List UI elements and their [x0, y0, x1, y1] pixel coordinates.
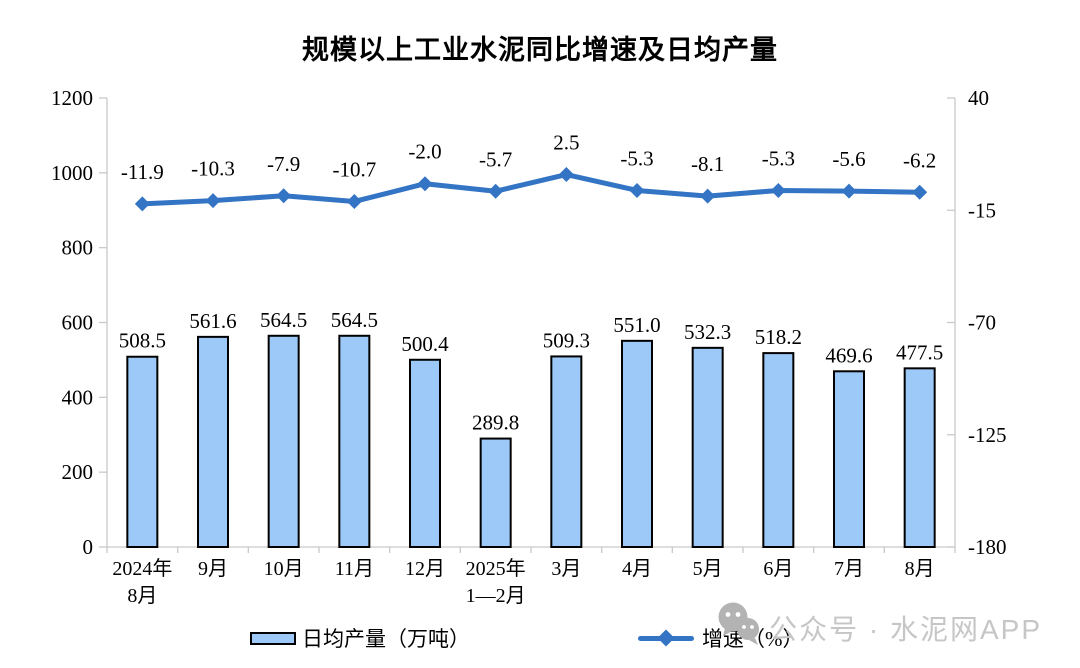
legend-item-daily-output: 日均产量（万吨） [250, 622, 470, 654]
watermark: 公众号 · 水泥网APP [713, 598, 1042, 657]
x-axis-category-label: 2024年 [112, 557, 172, 580]
right-axis-tick-label: -70 [968, 311, 996, 335]
line-value-label: -5.3 [762, 146, 795, 170]
left-axis-tick-label: 800 [62, 236, 94, 260]
line-value-label: -10.7 [332, 157, 376, 181]
left-axis-tick-label: 1200 [51, 86, 93, 110]
x-axis-category-label: 10月 [264, 558, 304, 580]
right-axis-tick-label: -125 [968, 423, 1007, 447]
bar-daily-output [550, 355, 583, 548]
right-axis-tick-label: -180 [968, 535, 1007, 559]
line-value-label: -8.1 [691, 152, 724, 176]
bar-daily-output [621, 339, 653, 548]
line-point-marker [276, 188, 292, 204]
x-axis-category-label: 12月 [405, 558, 445, 580]
watermark-text: 公众号 · 水泥网APP [769, 613, 1042, 645]
bar-daily-output [762, 352, 795, 549]
x-axis-category-label: 5月 [693, 558, 723, 580]
right-axis-tick-label: 40 [968, 86, 989, 110]
x-axis-category-label: 2025年 [466, 557, 526, 580]
line-value-label: 2.5 [553, 131, 579, 155]
page-title: 规模以上工业水泥同比增速及日均产量 [302, 35, 778, 65]
line-value-label: -11.9 [121, 160, 164, 184]
left-axis-tick-label: 0 [83, 535, 94, 559]
line-value-label: -7.9 [267, 152, 300, 176]
line-point-marker [205, 193, 221, 209]
bar-daily-output [833, 370, 865, 548]
line-point-marker [488, 183, 504, 199]
bar-daily-output [338, 334, 371, 549]
x-axis-category-label: 1—2月 [466, 585, 526, 607]
bar-value-label: 477.5 [896, 340, 943, 364]
line-value-label: -6.2 [903, 148, 936, 172]
bar-daily-output [903, 367, 936, 548]
right-axis-tick-label: -15 [968, 198, 996, 222]
line-point-marker [134, 196, 150, 212]
bar-value-label: 500.4 [401, 332, 449, 356]
line-value-label: -5.6 [832, 147, 865, 171]
x-axis-category-label: 6月 [763, 558, 793, 580]
line-point-marker [346, 193, 362, 209]
bar-value-label: 564.5 [331, 308, 378, 332]
left-axis-tick-label: 600 [62, 311, 94, 335]
bar-daily-output [267, 334, 300, 549]
line-point-marker [841, 183, 857, 199]
bar-value-label: 532.3 [684, 320, 731, 344]
line-value-label: -5.7 [479, 147, 512, 171]
bar-value-label: 551.0 [613, 313, 660, 337]
bar-value-label: 469.6 [825, 343, 872, 367]
bar-daily-output [409, 358, 441, 548]
bar-series-swatch-icon [250, 631, 296, 645]
x-axis-category-label: 3月 [551, 558, 581, 580]
left-axis-tick-label: 400 [62, 385, 94, 409]
line-point-marker [558, 167, 574, 183]
growth-rate-line [142, 172, 920, 207]
bar-value-label: 561.6 [189, 309, 236, 333]
line-value-label: -2.0 [408, 140, 441, 164]
bar-value-label: 509.3 [543, 328, 590, 352]
bar-value-label: 289.8 [472, 411, 519, 435]
line-point-marker [417, 176, 433, 192]
left-axis-tick-label: 1000 [51, 161, 93, 185]
x-axis-category-label: 8月 [127, 585, 157, 607]
line-point-marker [912, 184, 928, 200]
bar-daily-output [197, 335, 229, 549]
x-axis-category-label: 7月 [834, 558, 864, 580]
x-axis-category-label: 4月 [622, 558, 652, 580]
bar-daily-output [479, 437, 512, 548]
line-point-marker [700, 188, 716, 204]
x-axis-category-label: 9月 [198, 558, 228, 580]
line-point-marker [629, 182, 645, 198]
x-axis-category-label: 8月 [905, 558, 935, 580]
bar-value-label: 564.5 [260, 308, 307, 332]
legend-label-daily-output: 日均产量（万吨） [302, 627, 470, 651]
line-point-marker [770, 182, 786, 198]
line-series-swatch-icon [638, 629, 694, 647]
bar-daily-output [126, 355, 159, 548]
bar-value-label: 518.2 [755, 325, 802, 349]
bar-value-label: 508.5 [119, 329, 166, 353]
line-value-label: -5.3 [620, 146, 653, 170]
wechat-icon [713, 598, 765, 657]
line-value-label: -10.3 [191, 157, 235, 181]
x-axis-category-label: 11月 [335, 558, 374, 580]
bar-daily-output [691, 346, 724, 548]
left-axis-tick-label: 200 [62, 460, 94, 484]
